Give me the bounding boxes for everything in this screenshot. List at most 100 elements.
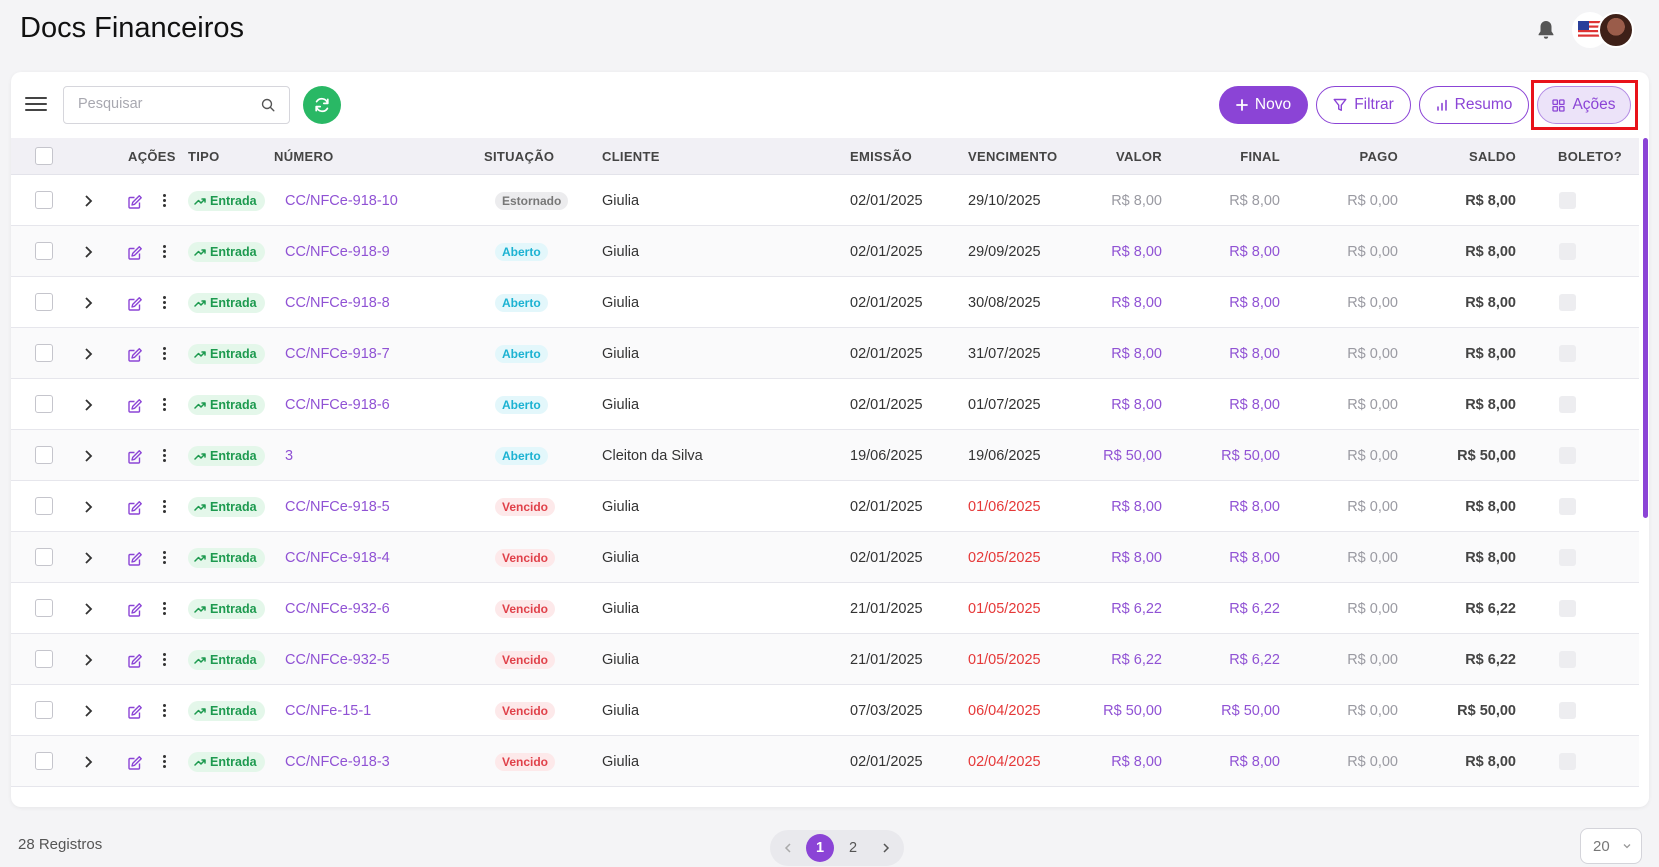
filter-button[interactable]: Filtrar [1316,86,1411,124]
table-row[interactable]: Entrada CC/NFCe-918-4 Vencido Giulia 02/01/2… [11,532,1639,583]
vertical-scrollbar[interactable] [1642,138,1649,807]
col-tipo[interactable]: TIPO [188,149,220,164]
document-number-link[interactable]: CC/NFe-15-1 [285,703,372,719]
col-saldo[interactable]: SALDO [1469,149,1516,164]
row-checkbox[interactable] [35,599,53,617]
expand-chevron-icon[interactable] [83,194,93,208]
edit-icon[interactable] [127,347,143,363]
document-number-link[interactable]: CC/NFCe-918-9 [285,244,390,260]
table-row[interactable]: Entrada CC/NFCe-918-10 Estornado Giulia 02/0… [11,175,1639,226]
more-options-icon[interactable] [161,448,167,464]
col-cliente[interactable]: CLIENTE [602,149,660,164]
col-valor[interactable]: VALOR [1115,149,1162,164]
col-pago[interactable]: PAGO [1359,149,1398,164]
edit-icon[interactable] [127,602,143,618]
next-page-button[interactable] [872,834,900,862]
edit-icon[interactable] [127,296,143,312]
edit-icon[interactable] [127,500,143,516]
boleto-checkbox[interactable] [1559,192,1576,209]
summary-button[interactable]: Resumo [1419,86,1529,124]
table-row[interactable]: Entrada 3 Aberto Cleiton da Silva 19/06/2025… [11,430,1639,481]
boleto-checkbox[interactable] [1559,294,1576,311]
edit-icon[interactable] [127,245,143,261]
table-row[interactable]: Entrada CC/NFCe-932-6 Vencido Giulia 21/01/2… [11,583,1639,634]
table-row[interactable]: Entrada CC/NFCe-932-5 Vencido Giulia 21/01/2… [11,634,1639,685]
expand-chevron-icon[interactable] [83,245,93,259]
boleto-checkbox[interactable] [1559,600,1576,617]
table-row[interactable]: Entrada CC/NFCe-918-5 Vencido Giulia 02/01/2… [11,481,1639,532]
edit-icon[interactable] [127,449,143,465]
edit-icon[interactable] [127,704,143,720]
boleto-checkbox[interactable] [1559,651,1576,668]
row-checkbox[interactable] [35,497,53,515]
document-number-link[interactable]: CC/NFCe-918-8 [285,295,390,311]
table-row[interactable]: Entrada CC/NFCe-918-6 Aberto Giulia 02/01/20… [11,379,1639,430]
expand-chevron-icon[interactable] [83,296,93,310]
table-row[interactable]: Entrada CC/NFCe-918-7 Aberto Giulia 02/01/20… [11,328,1639,379]
table-row[interactable]: Entrada CC/NFCe-918-8 Aberto Giulia 02/01/20… [11,277,1639,328]
expand-chevron-icon[interactable] [83,449,93,463]
row-checkbox[interactable] [35,650,53,668]
boleto-checkbox[interactable] [1559,498,1576,515]
more-options-icon[interactable] [161,601,167,617]
expand-chevron-icon[interactable] [83,755,93,769]
document-number-link[interactable]: CC/NFCe-918-4 [285,550,390,566]
expand-chevron-icon[interactable] [83,347,93,361]
more-options-icon[interactable] [161,397,167,413]
boleto-checkbox[interactable] [1559,702,1576,719]
more-options-icon[interactable] [161,193,167,209]
document-number-link[interactable]: CC/NFCe-918-10 [285,193,398,209]
row-checkbox[interactable] [35,446,53,464]
page-2-button[interactable]: 2 [848,840,858,856]
document-number-link[interactable]: CC/NFCe-932-5 [285,652,390,668]
edit-icon[interactable] [127,551,143,567]
refresh-button[interactable] [303,86,341,124]
user-avatar[interactable] [1598,12,1634,48]
notification-bell-icon[interactable] [1536,19,1556,41]
prev-page-button[interactable] [774,834,802,862]
row-checkbox[interactable] [35,293,53,311]
actions-button[interactable]: Ações [1537,86,1631,124]
boleto-checkbox[interactable] [1559,549,1576,566]
table-row[interactable]: Entrada CC/NFe-15-1 Vencido Giulia 07/03/202… [11,685,1639,736]
more-options-icon[interactable] [161,295,167,311]
row-checkbox[interactable] [35,191,53,209]
document-number-link[interactable]: CC/NFCe-918-7 [285,346,390,362]
new-button[interactable]: Novo [1219,86,1308,124]
col-acoes[interactable]: AÇÕES [128,149,176,164]
select-all-checkbox[interactable] [35,147,53,165]
col-final[interactable]: FINAL [1240,149,1280,164]
expand-chevron-icon[interactable] [83,602,93,616]
col-emissao[interactable]: EMISSÃO [850,149,913,164]
row-checkbox[interactable] [35,395,53,413]
search-input[interactable] [78,96,258,112]
edit-icon[interactable] [127,194,143,210]
expand-chevron-icon[interactable] [83,551,93,565]
col-situacao[interactable]: SITUAÇÃO [484,149,555,164]
edit-icon[interactable] [127,653,143,669]
row-checkbox[interactable] [35,242,53,260]
col-vencimento[interactable]: VENCIMENTO [968,149,1058,164]
boleto-checkbox[interactable] [1559,396,1576,413]
search-box[interactable] [63,86,290,124]
col-numero[interactable]: NÚMERO [274,149,334,164]
hamburger-menu-icon[interactable] [25,94,47,114]
document-number-link[interactable]: CC/NFCe-932-6 [285,601,390,617]
document-number-link[interactable]: CC/NFCe-918-6 [285,397,390,413]
per-page-select[interactable]: 20 [1580,828,1642,864]
more-options-icon[interactable] [161,703,167,719]
expand-chevron-icon[interactable] [83,500,93,514]
page-1-button[interactable]: 1 [806,834,834,862]
expand-chevron-icon[interactable] [83,398,93,412]
expand-chevron-icon[interactable] [83,704,93,718]
document-number-link[interactable]: CC/NFCe-918-3 [285,754,390,770]
row-checkbox[interactable] [35,752,53,770]
document-number-link[interactable]: CC/NFCe-918-5 [285,499,390,515]
more-options-icon[interactable] [161,244,167,260]
col-boleto[interactable]: BOLETO? [1558,149,1622,164]
row-checkbox[interactable] [35,548,53,566]
more-options-icon[interactable] [161,550,167,566]
more-options-icon[interactable] [161,652,167,668]
boleto-checkbox[interactable] [1559,345,1576,362]
more-options-icon[interactable] [161,499,167,515]
